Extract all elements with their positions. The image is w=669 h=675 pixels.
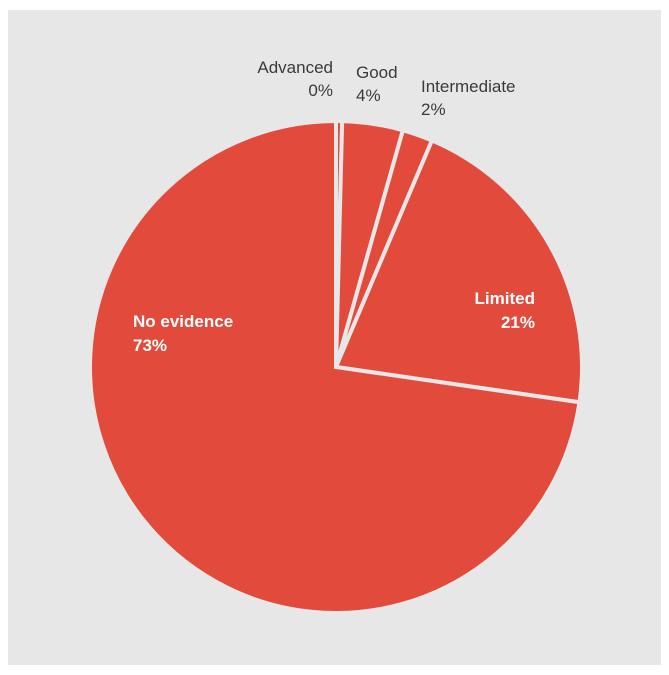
label-no-evidence-value: 73% xyxy=(133,336,167,355)
label-good-name: Good xyxy=(356,63,398,82)
slice-no-evidence xyxy=(88,118,582,615)
label-advanced-value: 0% xyxy=(308,81,333,100)
label-intermediate-value: 2% xyxy=(421,100,446,119)
label-limited-name: Limited xyxy=(475,289,535,308)
label-advanced-name: Advanced xyxy=(257,58,333,77)
label-limited-value: 21% xyxy=(501,313,535,332)
label-no-evidence-name: No evidence xyxy=(133,312,233,331)
slice-limited xyxy=(333,137,584,405)
label-good-value: 4% xyxy=(356,86,381,105)
pie-slices xyxy=(88,118,584,615)
label-intermediate-name: Intermediate xyxy=(421,77,516,96)
